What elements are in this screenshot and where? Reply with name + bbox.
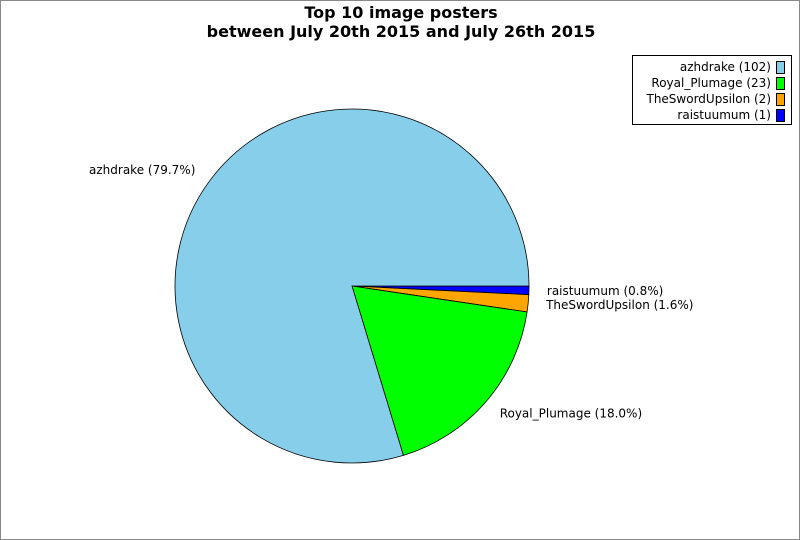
legend-label: Royal_Plumage (23): [651, 76, 771, 90]
slice-label-theswordupsilon: TheSwordUpsilon (1.6%): [545, 298, 693, 312]
legend-swatch: [776, 92, 785, 106]
legend-label: azhdrake (102): [679, 60, 771, 74]
legend-item-royal-plumage: Royal_Plumage (23): [651, 75, 785, 91]
chart-title-line-1: Top 10 image posters: [304, 3, 498, 22]
legend-label: raistuumum (1): [677, 108, 771, 122]
pie-slice-azhdrake: [174, 108, 530, 464]
chart-title: Top 10 image posters between July 20th 2…: [1, 3, 799, 41]
legend-swatch: [776, 60, 785, 74]
legend-item-raistuumum: raistuumum (1): [677, 107, 785, 123]
slice-label-azhdrake: azhdrake (79.7%): [89, 163, 195, 177]
legend-item-azhdrake: azhdrake (102): [680, 59, 785, 75]
legend: azhdrake (102) Royal_Plumage (23) TheSwo…: [632, 55, 792, 125]
chart-title-line-2: between July 20th 2015 and July 26th 201…: [206, 22, 596, 41]
slice-label-raistuumum: raistuumum (0.8%): [547, 284, 663, 298]
pie-slice-royal-plumage: [351, 285, 528, 456]
legend-item-theswordupsilon: TheSwordUpsilon (2): [646, 91, 785, 107]
legend-swatch: [776, 76, 785, 90]
legend-swatch: [776, 108, 785, 122]
slice-label-royal-plumage: Royal_Plumage (18.0%): [500, 406, 642, 420]
legend-label: TheSwordUpsilon (2): [646, 92, 771, 106]
